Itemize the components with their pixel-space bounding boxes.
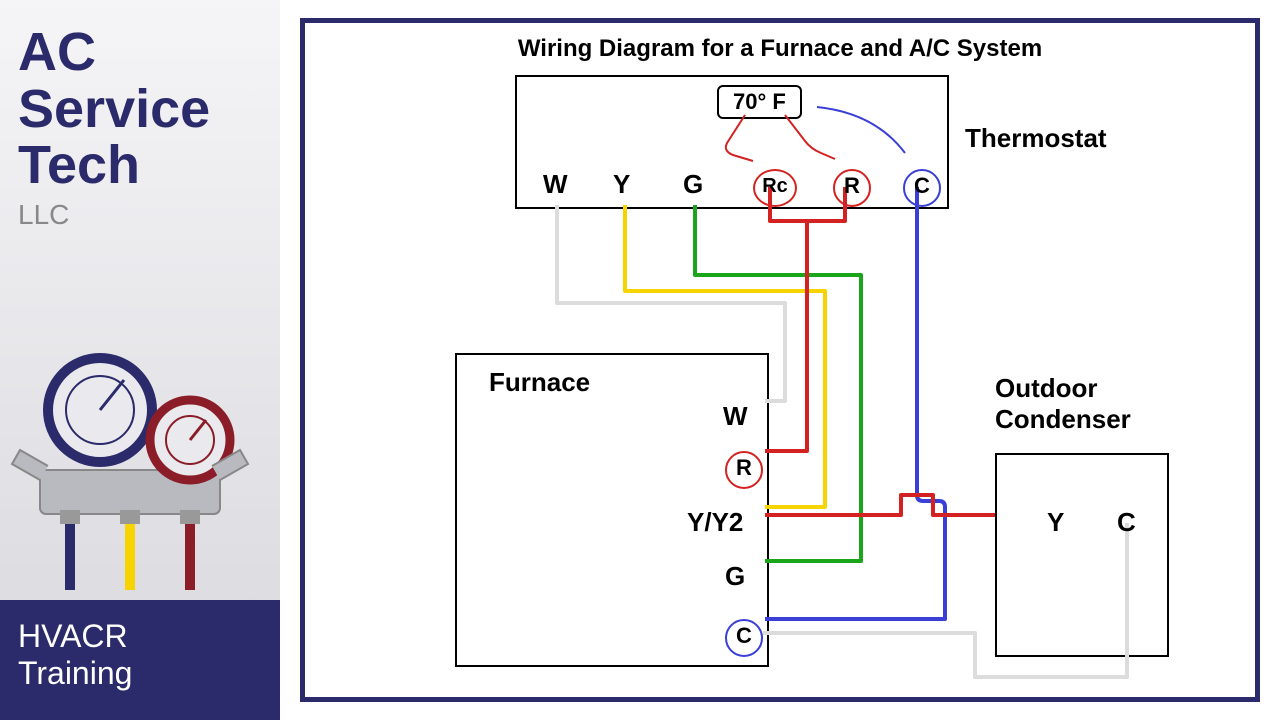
furnace-terminal-YY2: Y/Y2 xyxy=(687,507,743,538)
brand-logo: AC Service Tech LLC xyxy=(0,0,280,229)
thermostat-terminal-R: R xyxy=(833,169,871,207)
thermostat-terminal-Y: Y xyxy=(613,169,630,200)
brand-line3: Tech xyxy=(18,137,262,194)
brand-footer: HVACR Training xyxy=(0,600,280,720)
furnace-terminal-G: G xyxy=(725,561,745,592)
gauge-illustration xyxy=(0,330,280,590)
footer-line1: HVACR xyxy=(18,618,262,655)
furnace-terminal-R: R xyxy=(725,451,763,489)
wire-C-blue xyxy=(765,187,945,619)
brand-line1: AC xyxy=(18,24,262,81)
brand-suffix: LLC xyxy=(18,200,262,229)
diagram-frame: Wiring Diagram for a Furnace and A/C Sys… xyxy=(300,18,1260,702)
footer-line2: Training xyxy=(18,655,262,692)
furnace-terminal-C: C xyxy=(725,619,763,657)
brand-sidebar: AC Service Tech LLC xyxy=(0,0,280,720)
wire-YY2-to-Y xyxy=(765,495,995,515)
condenser-terminal-C: C xyxy=(1117,507,1136,538)
condenser-box xyxy=(995,453,1169,657)
thermostat-label: Thermostat xyxy=(965,123,1107,154)
diagram-title: Wiring Diagram for a Furnace and A/C Sys… xyxy=(305,35,1255,63)
thermostat-terminal-Rc: Rc xyxy=(753,169,797,207)
thermostat-terminal-W: W xyxy=(543,169,568,200)
wire-R-red xyxy=(765,221,807,451)
furnace-terminal-W: W xyxy=(723,401,748,432)
brand-line2: Service xyxy=(18,81,262,138)
condenser-label: Outdoor Condenser xyxy=(995,373,1131,435)
furnace-label: Furnace xyxy=(489,367,590,398)
temp-display: 70° F xyxy=(717,85,802,119)
thermostat-terminal-C: C xyxy=(903,169,941,207)
diagram-panel: Wiring Diagram for a Furnace and A/C Sys… xyxy=(280,0,1280,720)
thermostat-terminal-G: G xyxy=(683,169,703,200)
condenser-terminal-Y: Y xyxy=(1047,507,1064,538)
